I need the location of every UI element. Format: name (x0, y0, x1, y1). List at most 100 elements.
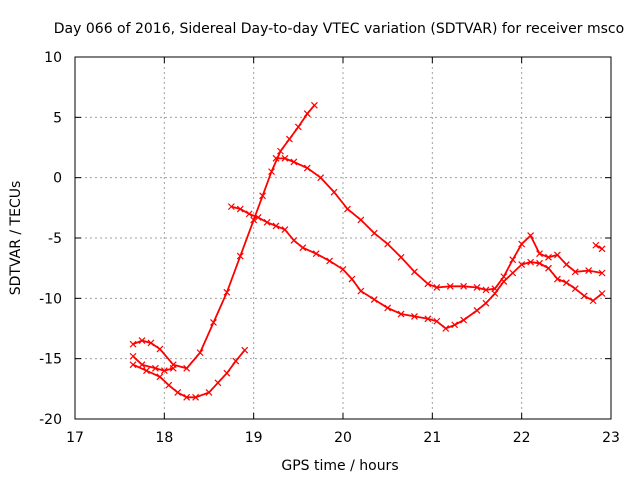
data-point (183, 393, 191, 401)
data-point (553, 275, 561, 283)
data-point (527, 258, 535, 266)
axis-ticks: 17 18 19 20 21 22 23 -20 -15 -10 -5 0 5 10 (39, 50, 620, 446)
data-point (259, 192, 267, 200)
series-arc-4 (227, 203, 606, 332)
data-point (236, 205, 244, 213)
data-point (277, 147, 284, 155)
data-point (129, 340, 137, 348)
x-tick-label: 19 (245, 430, 263, 446)
series-layer (129, 101, 606, 401)
data-point (424, 315, 432, 323)
y-tick-label: 10 (44, 50, 62, 66)
data-point (411, 313, 418, 320)
data-point (527, 232, 535, 240)
data-point (317, 174, 325, 182)
data-point (592, 241, 600, 249)
data-point (241, 346, 249, 354)
data-point (138, 337, 146, 344)
data-point (451, 321, 459, 329)
chart-title: Day 066 of 2016, Sidereal Day-to-day VTE… (54, 21, 624, 37)
data-point (268, 168, 275, 176)
data-point (518, 240, 526, 248)
series-line (231, 205, 603, 330)
data-point (303, 164, 311, 172)
data-point (169, 364, 177, 372)
data-point (310, 101, 318, 109)
data-point (330, 188, 338, 196)
y-tick-label: 5 (53, 110, 62, 126)
data-point (384, 304, 392, 312)
x-tick-label: 23 (602, 430, 620, 446)
x-axis-label: GPS time / hours (281, 458, 398, 474)
grid (75, 57, 611, 419)
data-point (562, 261, 570, 268)
y-tick-label: -10 (39, 291, 62, 307)
data-point (285, 135, 293, 143)
data-point (174, 389, 182, 396)
data-point (223, 288, 231, 296)
series-arc-2 (129, 101, 318, 372)
series-arc-6 (592, 241, 606, 253)
data-point (129, 352, 137, 360)
series-line (132, 104, 316, 370)
data-point (290, 158, 298, 166)
data-point (344, 205, 351, 213)
data-point (214, 379, 222, 387)
data-point (433, 317, 441, 325)
data-point (442, 325, 450, 332)
data-point (192, 393, 200, 401)
data-point (281, 154, 289, 162)
data-point (473, 284, 481, 291)
data-point (500, 273, 508, 281)
data-point (357, 216, 365, 224)
data-point (571, 285, 579, 293)
data-point (357, 287, 365, 295)
data-point (299, 244, 307, 252)
y-tick-label: -20 (39, 412, 62, 428)
data-point (370, 296, 378, 303)
data-point (370, 229, 378, 237)
data-point (151, 364, 159, 372)
data-point (143, 367, 150, 375)
data-point (272, 154, 280, 162)
data-point (433, 284, 441, 291)
data-point (571, 268, 579, 276)
data-point (147, 339, 155, 347)
data-point (236, 252, 244, 260)
x-tick-label: 18 (155, 430, 173, 446)
data-point (129, 361, 137, 369)
data-point (580, 292, 588, 300)
data-point (160, 367, 168, 375)
x-tick-label: 21 (423, 430, 441, 446)
data-point (518, 261, 526, 268)
data-point (509, 256, 517, 264)
data-point (562, 279, 570, 287)
data-point (536, 259, 543, 267)
data-point (397, 253, 405, 261)
data-point (254, 214, 262, 221)
data-point (482, 286, 490, 294)
data-point (598, 245, 606, 253)
series-arc-1 (129, 346, 249, 401)
series-arc-3 (129, 352, 177, 375)
data-point (183, 364, 191, 372)
data-point (553, 251, 561, 259)
series-arc-5 (272, 154, 606, 294)
data-point (294, 123, 302, 131)
data-point (156, 373, 164, 381)
data-point (482, 299, 490, 307)
data-point (598, 269, 606, 277)
y-tick-label: 0 (53, 171, 62, 187)
data-point (156, 345, 164, 353)
data-point (411, 268, 418, 276)
data-point (281, 226, 289, 233)
data-point (509, 269, 517, 277)
data-point (227, 203, 235, 211)
data-point (585, 267, 593, 275)
data-point (348, 275, 356, 283)
data-point (272, 222, 280, 230)
x-tick-label: 22 (513, 430, 531, 446)
data-point (138, 361, 146, 369)
data-point (536, 250, 543, 258)
